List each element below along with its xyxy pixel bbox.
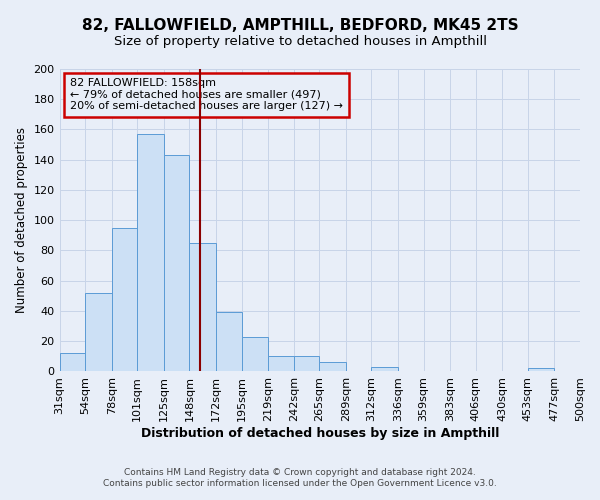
Bar bbox=[293, 356, 319, 372]
Text: Contains HM Land Registry data © Crown copyright and database right 2024.
Contai: Contains HM Land Registry data © Crown c… bbox=[103, 468, 497, 487]
Bar bbox=[242, 336, 268, 372]
Bar bbox=[112, 228, 137, 372]
Bar bbox=[137, 134, 164, 372]
Text: 82, FALLOWFIELD, AMPTHILL, BEDFORD, MK45 2TS: 82, FALLOWFIELD, AMPTHILL, BEDFORD, MK45… bbox=[82, 18, 518, 32]
Bar bbox=[319, 362, 346, 372]
Bar bbox=[85, 293, 112, 372]
Y-axis label: Number of detached properties: Number of detached properties bbox=[15, 127, 28, 313]
Bar bbox=[268, 356, 293, 372]
Bar bbox=[164, 155, 190, 372]
Bar bbox=[371, 367, 398, 372]
Bar bbox=[190, 243, 216, 372]
Text: 82 FALLOWFIELD: 158sqm
← 79% of detached houses are smaller (497)
20% of semi-de: 82 FALLOWFIELD: 158sqm ← 79% of detached… bbox=[70, 78, 343, 112]
Bar bbox=[528, 368, 554, 372]
Bar bbox=[59, 354, 85, 372]
Text: Size of property relative to detached houses in Ampthill: Size of property relative to detached ho… bbox=[113, 35, 487, 48]
Bar bbox=[216, 312, 242, 372]
X-axis label: Distribution of detached houses by size in Ampthill: Distribution of detached houses by size … bbox=[140, 427, 499, 440]
